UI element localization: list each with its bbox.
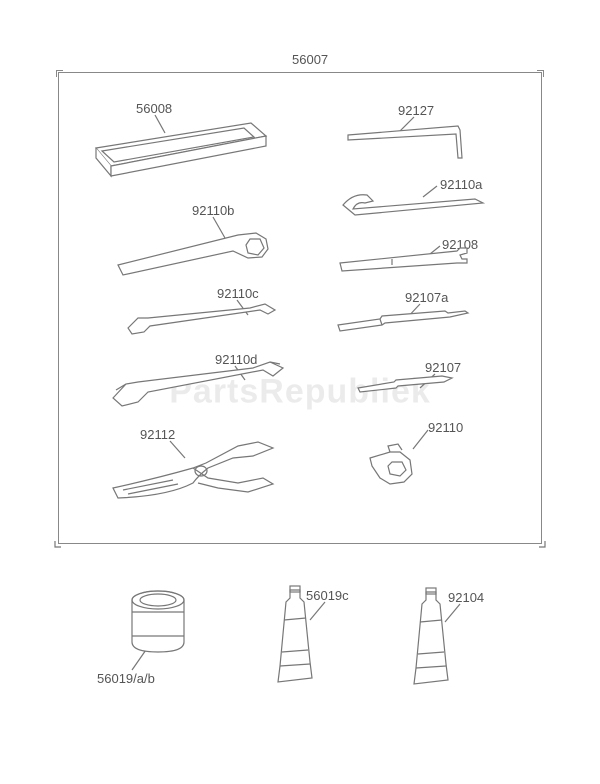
frame-corners [0, 0, 600, 784]
